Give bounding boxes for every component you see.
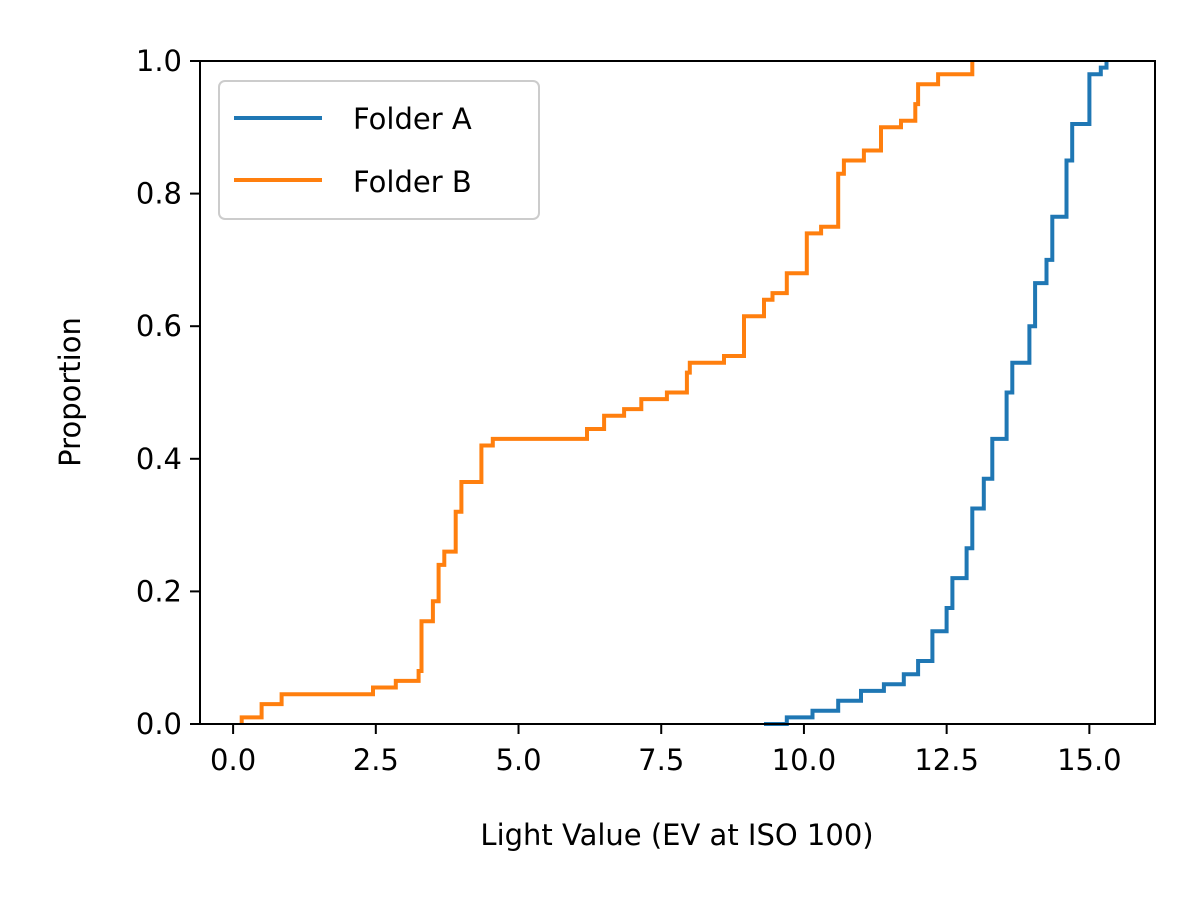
x-axis-label: Light Value (EV at ISO 100) — [480, 818, 873, 852]
series-line-folder-a — [764, 61, 1109, 726]
plot-area — [239, 61, 1109, 726]
legend-box — [218, 80, 540, 220]
y-tick-label: 0.2 — [136, 574, 182, 608]
y-tick-label: 0.0 — [136, 707, 182, 741]
legend-label-folder-b: Folder B — [353, 165, 472, 199]
legend: Folder A Folder B — [218, 80, 540, 220]
y-tick-label: 0.6 — [136, 309, 182, 343]
series-line-folder-b — [239, 61, 975, 724]
y-tick-label: 0.4 — [136, 442, 182, 476]
x-axis: 0.0 2.5 5.0 7.5 10.0 12.5 15.0 — [210, 724, 1122, 777]
x-tick-label: 10.0 — [772, 743, 837, 777]
y-axis-label: Proportion — [53, 317, 87, 467]
x-tick-label: 12.5 — [914, 743, 979, 777]
legend-label-folder-a: Folder A — [353, 102, 472, 136]
x-tick-label: 7.5 — [638, 743, 684, 777]
y-tick-label: 1.0 — [136, 44, 182, 78]
axes-frame — [199, 60, 1156, 725]
x-tick-label: 2.5 — [353, 743, 399, 777]
x-tick-label: 5.0 — [495, 743, 541, 777]
x-tick-label: 0.0 — [210, 743, 256, 777]
y-tick-label: 0.8 — [136, 177, 182, 211]
x-tick-label: 15.0 — [1057, 743, 1122, 777]
y-axis: 0.0 0.2 0.4 0.6 0.8 1.0 — [136, 44, 200, 741]
